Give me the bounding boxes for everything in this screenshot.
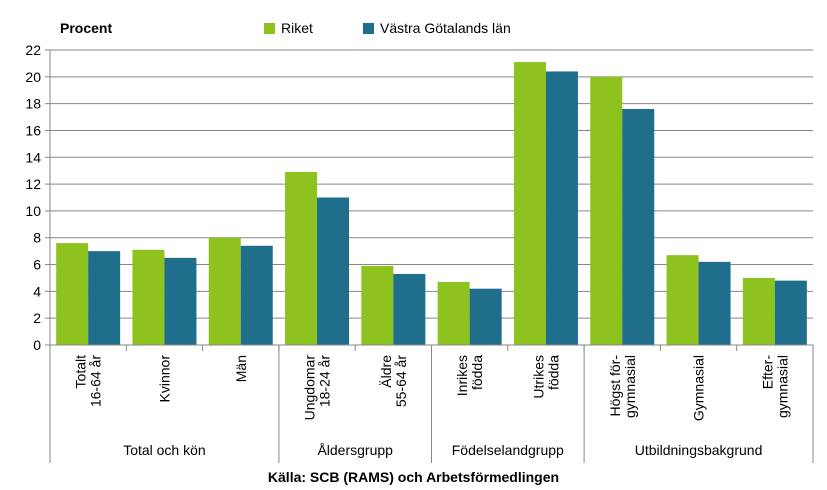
x-category-label: 16-64 år: [88, 355, 104, 407]
x-category-label: födda: [545, 355, 561, 390]
x-category-label: Efter-: [759, 355, 775, 390]
bar-riket: [132, 249, 165, 345]
bar-vastra-gotaland: [469, 288, 502, 345]
y-tick-label: 18: [25, 96, 41, 112]
y-tick-label: 22: [25, 42, 41, 58]
group-label: Åldersgrupp: [317, 442, 393, 458]
x-category-label: Totalt: [73, 355, 89, 389]
y-tick-label: 6: [33, 257, 41, 273]
source-note: Källa: SCB (RAMS) och Arbetsförmedlingen: [267, 469, 560, 485]
x-category-label: Män: [233, 355, 249, 382]
legend-label-vastra-gotaland: Västra Götalands län: [380, 20, 511, 36]
x-category-label: Inrikes: [454, 355, 470, 396]
legend-label-riket: Riket: [281, 20, 313, 36]
group-label: Födelselandgrupp: [452, 442, 564, 458]
bar-vastra-gotaland: [317, 197, 350, 345]
bar-riket: [285, 172, 318, 345]
group-label: Total och kön: [123, 442, 206, 458]
bar-vastra-gotaland: [698, 261, 731, 345]
bar-riket: [590, 76, 623, 346]
x-category-label: födda: [469, 355, 485, 390]
bar-vastra-gotaland: [240, 245, 273, 345]
x-category-label: Utrikes: [530, 355, 546, 399]
x-category-label: Ungdomar: [302, 355, 318, 421]
bar-vastra-gotaland: [164, 257, 197, 345]
bar-riket: [513, 62, 546, 346]
y-tick-label: 0: [33, 337, 41, 353]
y-tick-label: 4: [33, 283, 41, 299]
bar-riket: [666, 255, 699, 345]
bar-vastra-gotaland: [88, 251, 121, 345]
x-category-label: 18-24 år: [317, 355, 333, 407]
x-category-label: Kvinnor: [156, 355, 172, 403]
bar-riket: [437, 281, 470, 345]
y-axis-label: Procent: [60, 20, 113, 36]
y-tick-label: 10: [25, 203, 41, 219]
y-tick-label: 16: [25, 122, 41, 138]
legend-item-vastra-gotaland: Västra Götalands län: [363, 20, 511, 36]
group-label: Utbildningsbakgrund: [635, 442, 763, 458]
x-category-label: Gymnasial: [691, 355, 707, 421]
x-category-label: 55-64 år: [393, 355, 409, 407]
x-category-label: gymnasial: [622, 355, 638, 418]
y-tick-label: 14: [25, 149, 41, 165]
bar-riket: [361, 265, 394, 345]
legend-item-riket: Riket: [264, 20, 313, 36]
legend-swatch-riket: [264, 22, 275, 34]
y-tick-label: 12: [25, 176, 41, 192]
y-tick-label: 2: [33, 310, 41, 326]
x-category-label: Äldre: [378, 355, 394, 388]
x-category-label: gymnasial: [774, 355, 790, 418]
legend-swatch-vastra-gotaland: [363, 22, 374, 34]
bar-riket: [742, 277, 775, 345]
bar-riket: [208, 237, 241, 345]
bar-riket: [56, 243, 89, 345]
bar-vastra-gotaland: [545, 71, 578, 346]
bar-vastra-gotaland: [622, 109, 655, 345]
bar-vastra-gotaland: [774, 280, 807, 345]
x-category-label: Högst för-: [607, 355, 623, 417]
y-tick-label: 20: [25, 69, 41, 85]
bar-vastra-gotaland: [393, 273, 426, 345]
y-tick-label: 8: [33, 230, 41, 246]
